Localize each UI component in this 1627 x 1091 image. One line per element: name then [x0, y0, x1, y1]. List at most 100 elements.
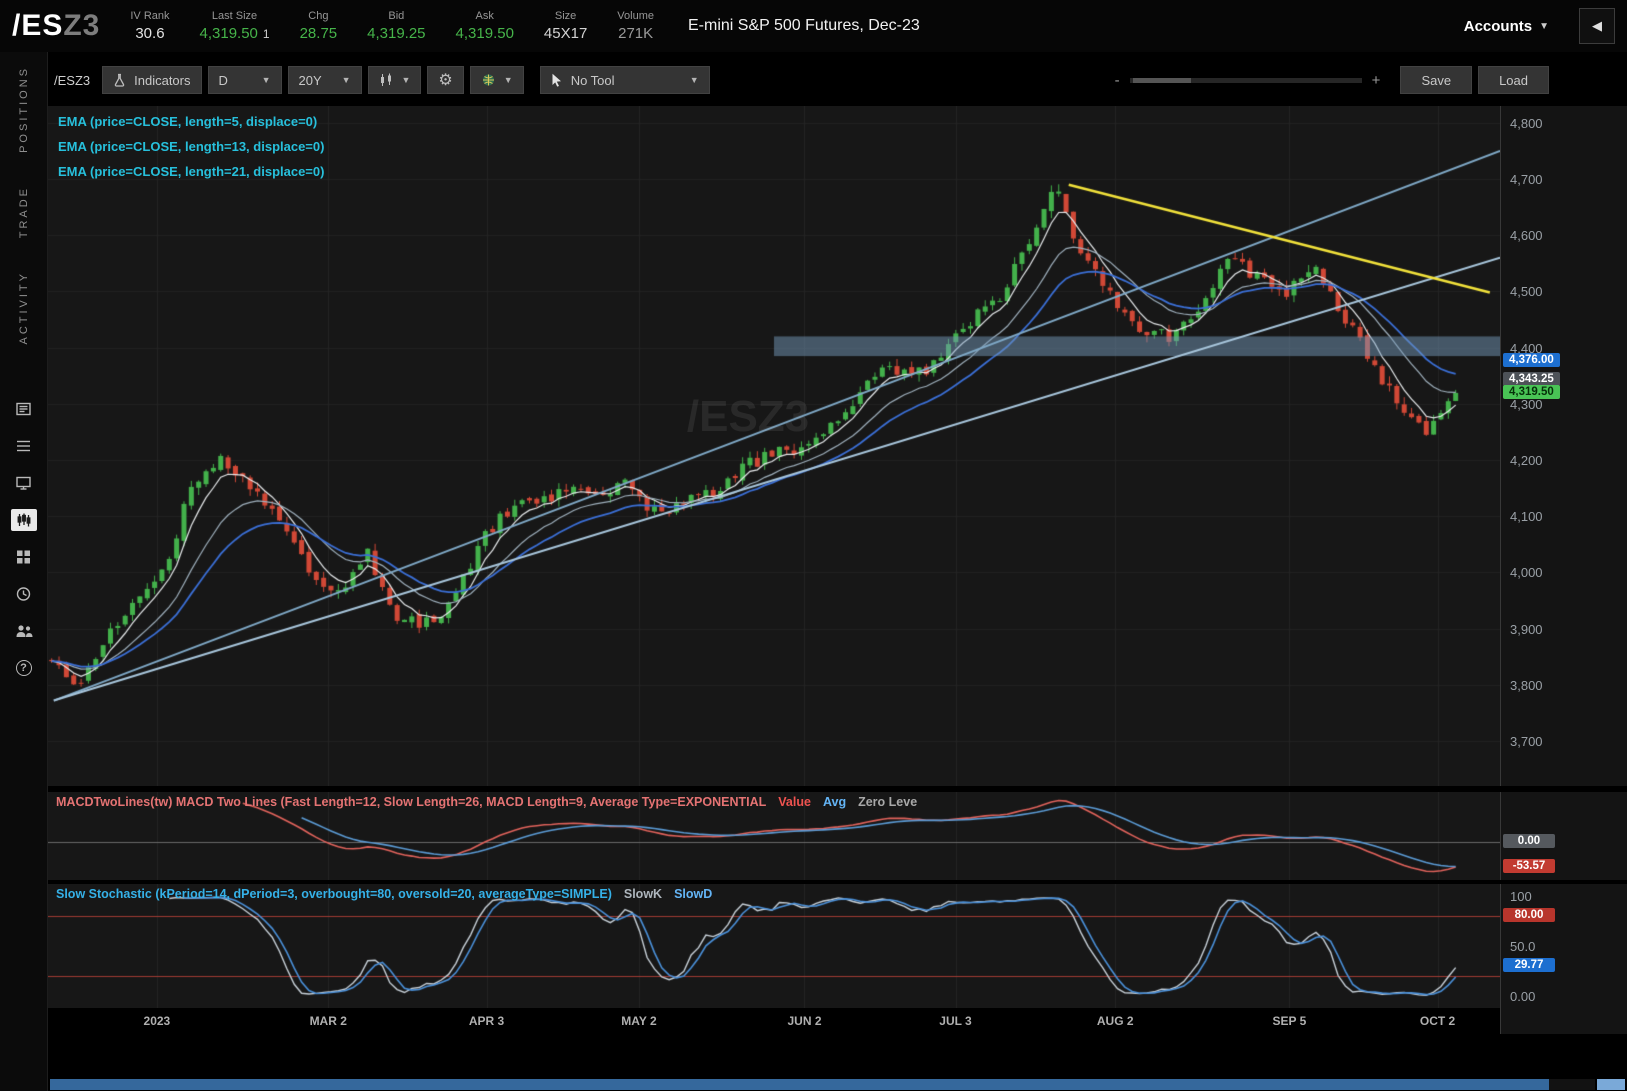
gear-icon: ⚙	[438, 72, 453, 89]
indicators-label: Indicators	[134, 72, 191, 88]
price-tick: 4,200	[1510, 453, 1543, 469]
toolbar-symbol: /ESZ3	[54, 72, 91, 88]
dashboard-icon[interactable]	[11, 546, 37, 568]
last-size-label: Last Size	[211, 10, 258, 22]
time-axis-label: MAY 2	[621, 1014, 657, 1028]
indicators-button[interactable]: Indicators	[102, 66, 202, 94]
monitor-icon[interactable]	[11, 472, 37, 494]
macd-zero-bubble: 0.00	[1503, 834, 1555, 849]
symbol-root: /ES	[12, 9, 64, 42]
header: /ESZ3 IV Rank 30.6 Last Size 4,319.50 1 C…	[0, 0, 1627, 52]
chart-settings-button[interactable]: ⚙	[427, 66, 464, 94]
stoch-study-label[interactable]: Slow Stochastic (kPeriod=14, dPeriod=3, …	[56, 887, 712, 901]
chart-type-dropdown[interactable]: ▼	[367, 66, 422, 94]
chevron-down-icon: ▼	[503, 75, 513, 85]
macd-plot-zero-label: Zero Leve	[858, 795, 918, 809]
no-tool-label: No Tool	[570, 72, 615, 88]
price-bubble: 4,319.50	[1503, 384, 1560, 399]
symbol-suffix: Z3	[63, 9, 101, 42]
stoch-panel: Slow Stochastic (kPeriod=14, dPeriod=3, …	[48, 884, 1500, 1008]
legend-ema-5[interactable]: EMA (price=CLOSE, length=5, displace=0)	[58, 114, 318, 129]
macd-study-label[interactable]: MACDTwoLines(tw) MACD Two Lines (Fast Le…	[56, 795, 917, 809]
range-dropdown[interactable]: 20Y ▼	[287, 66, 362, 94]
history-icon[interactable]	[11, 583, 37, 605]
price-axis[interactable]: 4,800 4,700 4,600 4,500 4,400 4,300 4,200 4,100…	[1500, 106, 1627, 786]
macd-title: MACDTwoLines(tw) MACD Two Lines (Fast Le…	[56, 795, 767, 809]
stoch-axis[interactable]: 100 50.0 0.00 80.00 29.77	[1500, 884, 1627, 1008]
macd-plot-value-label: Value	[778, 795, 811, 809]
time-axis-label: APR 3	[468, 1014, 505, 1028]
time-axis-label: AUG 2	[1096, 1014, 1134, 1028]
time-axis-label: MAR 2	[309, 1014, 347, 1028]
question-mark-glyph: ?	[15, 659, 32, 676]
zoom-slider-handle[interactable]	[1132, 77, 1191, 83]
time-axis-label: JUL 3	[939, 1014, 972, 1028]
field-ask: Ask 4,319.50	[456, 10, 514, 42]
zoom-in-button[interactable]: +	[1371, 71, 1381, 89]
sidebar-tab-positions[interactable]: POSITIONS	[18, 66, 30, 158]
load-button[interactable]: Load	[1478, 66, 1549, 94]
size-value: 45X17	[543, 25, 588, 42]
volume-label: Volume	[617, 10, 654, 22]
chart-scrollbar-end-button[interactable]	[1597, 1078, 1625, 1090]
zoom-control: - +	[1115, 72, 1381, 89]
watchlist-icon[interactable]	[11, 435, 37, 457]
price-tick: 4,500	[1510, 284, 1543, 300]
chevron-down-icon: ▼	[401, 75, 411, 85]
stoch-title: Slow Stochastic (kPeriod=14, dPeriod=3, …	[56, 887, 612, 901]
ask-value: 4,319.50	[455, 25, 514, 42]
stoch-panel-row: Slow Stochastic (kPeriod=14, dPeriod=3, …	[48, 884, 1627, 1008]
flask-icon	[114, 73, 125, 87]
trade-tab-label: TRADE	[17, 185, 30, 239]
zoom-out-button[interactable]: -	[1114, 71, 1120, 89]
sidebar-icon-rail: ?	[10, 398, 37, 679]
price-tick: 3,900	[1510, 621, 1543, 637]
sidebar-tab-trade[interactable]: TRADE	[18, 186, 30, 243]
chart-style-dropdown[interactable]: ▼	[469, 66, 524, 94]
price-bubble: 4,376.00	[1503, 353, 1560, 368]
ask-label: Ask	[475, 10, 494, 22]
price-chart-canvas[interactable]	[48, 106, 1500, 786]
sidebar-tab-activity[interactable]: ACTIVITY	[18, 271, 30, 350]
stoch-chart-canvas[interactable]	[48, 884, 1500, 1008]
chart-scrollbar[interactable]	[50, 1078, 1595, 1090]
price-tick: 4,400	[1510, 340, 1543, 356]
chevron-down-icon: ▼	[1539, 20, 1549, 32]
chg-value: 28.75	[299, 25, 338, 42]
time-axis-row: 2023 MAR 2 APR 3 MAY 2 JUN 2 JUL 3 AUG 2 SEP 5 O…	[48, 1008, 1627, 1034]
price-tick: 4,700	[1510, 172, 1543, 188]
candlestick-icon	[380, 73, 391, 86]
accounts-label: Accounts	[1463, 17, 1533, 35]
stoch-axis-label: 50.0	[1510, 939, 1536, 954]
zoom-slider[interactable]	[1129, 77, 1362, 83]
iv-rank-value: 30.6	[135, 25, 165, 42]
charts-icon[interactable]	[10, 508, 37, 531]
chevron-down-icon: ▼	[341, 75, 351, 85]
chart-toolbar: /ESZ3 Indicators D ▼ 20Y ▼ ▼	[48, 66, 1627, 102]
macd-axis[interactable]: 0.00 -53.57	[1500, 792, 1627, 880]
range-value: 20Y	[298, 72, 322, 88]
time-axis[interactable]: 2023 MAR 2 APR 3 MAY 2 JUN 2 JUL 3 AUG 2 SEP 5 O…	[48, 1008, 1500, 1034]
price-bubble: 4,343.25	[1503, 371, 1560, 386]
instrument-description: E-mini S&P 500 Futures, Dec-23	[688, 17, 920, 34]
app-body: POSITIONS TRADE ACTIVITY	[0, 52, 1627, 1091]
save-button[interactable]: Save	[1400, 66, 1473, 94]
community-icon[interactable]	[11, 620, 37, 642]
accounts-menu[interactable]: Accounts ▼	[1464, 18, 1549, 35]
collapse-panel-button[interactable]: ◀	[1579, 8, 1615, 44]
field-volume: Volume 271K	[617, 10, 654, 42]
time-axis-label: 2023	[143, 1014, 171, 1028]
help-icon[interactable]: ?	[11, 657, 37, 679]
drawing-tool-dropdown[interactable]: No Tool ▼	[539, 66, 710, 94]
volume-value: 271K	[618, 25, 654, 42]
news-icon[interactable]	[11, 398, 37, 420]
macd-chart-canvas[interactable]	[48, 792, 1500, 880]
sidebar: POSITIONS TRADE ACTIVITY	[0, 52, 48, 1091]
stoch-bubble: 29.77	[1503, 958, 1555, 973]
chart-scrollbar-thumb[interactable]	[50, 1078, 1549, 1090]
aggregation-dropdown[interactable]: D ▼	[207, 66, 282, 94]
legend-ema-13[interactable]: EMA (price=CLOSE, length=13, displace=0)	[58, 139, 325, 154]
chevron-left-icon: ◀	[1592, 18, 1602, 33]
stoch-bubble: 80.00	[1503, 908, 1555, 922]
legend-ema-21[interactable]: EMA (price=CLOSE, length=21, displace=0)	[58, 164, 325, 179]
